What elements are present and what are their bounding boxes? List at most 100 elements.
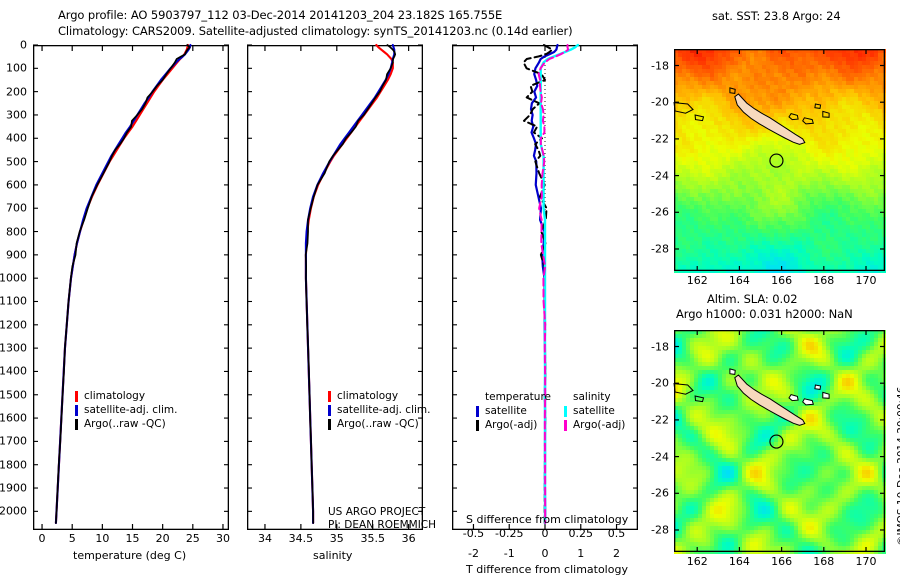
sst-map-xticklabels: 162 164 166 168 170 <box>674 274 885 288</box>
difference-legend-temperature: temperature satellite Argo(-adj) <box>476 391 551 431</box>
depth-tick-label: 700 <box>6 201 27 215</box>
legend-label: Argo(..raw -QC) <box>84 418 166 430</box>
legend-swatch-argo-raw <box>328 418 331 430</box>
legend-header-salinity: salinity <box>573 391 611 403</box>
difference-plot[interactable] <box>451 43 638 531</box>
legend-label: climatology <box>337 390 399 402</box>
legend-label: satellite-adj. clim. <box>84 404 178 416</box>
difference-bottom-axis-label: T difference from climatology <box>466 563 628 576</box>
legend-item: climatology <box>75 390 177 402</box>
legend-label: satellite <box>573 405 615 417</box>
legend-label: satellite <box>485 405 527 417</box>
project-credit-line1: US ARGO PROJECT <box>328 506 426 518</box>
sst-map[interactable] <box>673 48 886 273</box>
map-lat-tick-label: -22 <box>651 413 669 427</box>
legend-label: satellite-adj. clim. <box>337 404 431 416</box>
legend-item: satellite-adj. clim. <box>75 404 177 416</box>
salinity-plot[interactable] <box>246 43 423 531</box>
legend-label: Argo(-adj) <box>485 419 538 431</box>
map-lon-tick-label: 168 <box>813 555 835 568</box>
map-lon-tick-label: 166 <box>771 274 793 287</box>
axis-tick-label: 25 <box>185 532 200 545</box>
salinity-legend: climatology satellite-adj. clim. Argo(..… <box>328 390 430 430</box>
legend-label: climatology <box>84 390 146 402</box>
imos-credit: ©IMOS 10-Dec-2014 20:00:46 <box>896 386 900 546</box>
depth-tick-label: 1200 <box>0 318 27 332</box>
map-lon-tick-label: 170 <box>855 555 877 568</box>
depth-tick-label: 900 <box>6 248 27 262</box>
legend-item: satellite-adj. clim. <box>328 404 430 416</box>
difference-bottom-ticklabels: -2 -1 0 1 2 <box>452 547 638 561</box>
difference-top-axis-label: S difference from climatology <box>466 513 629 526</box>
depth-tick-label: 1300 <box>0 341 27 355</box>
legend-item: Argo(..raw -QC) <box>75 418 177 430</box>
axis-tick-label: -0.5 <box>462 527 485 540</box>
axis-tick-label: 0 <box>541 547 549 560</box>
legend-item: satellite <box>476 405 551 417</box>
map-lat-tick-label: -18 <box>651 340 669 353</box>
legend-swatch-climatology <box>328 390 331 402</box>
legend-swatch-temperature-argo <box>476 419 479 431</box>
sla-map-title-line1: Altim. SLA: 0.02 <box>707 292 798 306</box>
sst-map-yticklabels: -18 -20 -22 -24 -26 -28 <box>646 49 672 271</box>
depth-tick-label: 300 <box>6 108 27 122</box>
depth-tick-label: 600 <box>6 178 27 192</box>
depth-tick-label: 0 <box>20 38 27 52</box>
depth-tick-label: 500 <box>6 155 27 169</box>
sla-map-title-line2: Argo h1000: 0.031 h2000: NaN <box>676 307 853 321</box>
temperature-plot[interactable] <box>32 43 229 531</box>
axis-tick-label: 2 <box>613 547 621 560</box>
map-lat-tick-label: -26 <box>651 205 669 219</box>
legend-label: Argo(-adj) <box>573 419 626 431</box>
temperature-xaxis-label: temperature (deg C) <box>73 549 187 562</box>
depth-tick-label: 1600 <box>0 411 27 425</box>
legend-swatch-satellite-adj <box>75 404 78 416</box>
legend-label: Argo(..raw -QC) <box>337 418 419 430</box>
salinity-panel <box>246 43 423 531</box>
map-lat-tick-label: -28 <box>651 242 669 256</box>
axis-tick-label: 0 <box>541 527 549 540</box>
depth-tick-label: 400 <box>6 131 27 145</box>
legend-item: climatology <box>328 390 430 402</box>
map-lon-tick-label: 168 <box>813 274 835 287</box>
axis-tick-label: 1 <box>577 547 585 560</box>
legend-item: Argo(-adj) <box>564 419 625 431</box>
temperature-yaxis-ticklabels: 0 100 200 300 400 500 600 700 800 900 1000 1100 1200… <box>0 39 30 530</box>
axis-tick-label: 0 <box>38 532 46 545</box>
sst-map-title: sat. SST: 23.8 Argo: 24 <box>712 9 841 23</box>
depth-tick-label: 1000 <box>0 271 27 285</box>
depth-tick-label: 2000 <box>0 504 27 518</box>
legend-swatch-climatology <box>75 390 78 402</box>
axis-tick-label: 15 <box>125 532 140 545</box>
map-lat-tick-label: -20 <box>651 95 669 109</box>
legend-item: satellite <box>564 405 625 417</box>
salinity-xaxis-label: salinity <box>313 549 353 562</box>
depth-tick-label: 1500 <box>0 388 27 402</box>
axis-tick-label: 5 <box>68 532 76 545</box>
temperature-panel <box>32 43 229 531</box>
axis-tick-label: 34.5 <box>288 532 314 545</box>
axis-tick-label: 0.25 <box>568 527 594 540</box>
map-lat-tick-label: -26 <box>651 486 669 500</box>
sla-map[interactable] <box>673 329 886 554</box>
map-lon-tick-label: 164 <box>728 555 750 568</box>
legend-swatch-satellite-adj <box>328 404 331 416</box>
legend-swatch-argo-raw <box>75 418 78 430</box>
axis-tick-label: 10 <box>95 532 110 545</box>
salinity-xaxis-ticklabels: 34 34.5 35 35.5 36 <box>247 532 423 548</box>
axis-tick-label: 20 <box>155 532 170 545</box>
temperature-legend: climatology satellite-adj. clim. Argo(..… <box>75 390 177 430</box>
difference-top-ticklabels: -0.5 -0.25 0 0.25 0.5 <box>452 527 638 541</box>
map-lat-tick-label: -18 <box>651 59 669 72</box>
legend-swatch-temperature-satellite <box>476 405 479 417</box>
map-lat-tick-label: -28 <box>651 523 669 537</box>
map-lon-tick-label: 166 <box>771 555 793 568</box>
legend-swatch-salinity-argo <box>564 419 567 431</box>
axis-tick-label: -2 <box>467 547 479 560</box>
depth-tick-label: 1900 <box>0 481 27 495</box>
depth-tick-label: 1100 <box>0 294 27 308</box>
difference-panel <box>451 43 638 531</box>
legend-item: Argo(..raw -QC) <box>328 418 430 430</box>
map-lat-tick-label: -20 <box>651 376 669 390</box>
map-lon-tick-label: 162 <box>686 555 708 568</box>
